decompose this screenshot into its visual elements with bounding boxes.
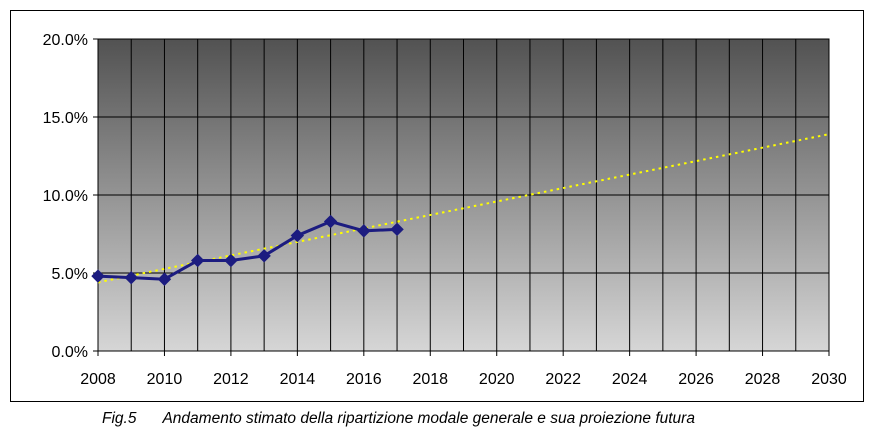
data-point-marker — [124, 270, 138, 285]
caption-text: Andamento stimato della ripartizione mod… — [162, 410, 695, 427]
y-axis-ticks: 0.0% 5.0% 10.0% 15.0% 20.0% — [43, 32, 88, 361]
trend-line — [97, 133, 830, 284]
x-tick-label: 2028 — [745, 371, 781, 388]
x-tick-label: 2026 — [678, 371, 714, 388]
x-tick-label: 2014 — [280, 371, 316, 388]
x-axis-ticks: 2008 2010 2012 2014 2016 2018 2020 2022 2024 2026… — [80, 371, 847, 388]
y-tick-label: 10.0% — [43, 188, 88, 205]
data-point-marker — [224, 253, 238, 268]
x-tick-label: 2012 — [213, 371, 249, 388]
y-tick-label: 5.0% — [52, 266, 88, 283]
data-point-marker — [190, 253, 205, 268]
x-tick-label: 2010 — [147, 371, 183, 388]
chart-frame: 0.0% 5.0% 10.0% 15.0% 20.0% 2008 2010 2012 2014… — [10, 10, 864, 402]
plot-border — [97, 38, 830, 352]
data-point-marker — [290, 228, 305, 243]
x-tick-label: 2030 — [811, 371, 847, 388]
data-point-marker — [257, 249, 271, 263]
x-tick-label: 2022 — [545, 371, 581, 388]
data-series — [91, 133, 830, 286]
y-tick-label: 15.0% — [43, 110, 88, 127]
x-tick-label: 2016 — [346, 371, 382, 388]
x-tick-label: 2024 — [612, 371, 648, 388]
y-tick-label: 20.0% — [43, 32, 88, 49]
figure-label: Fig.5 — [102, 410, 137, 427]
data-point-marker — [323, 214, 338, 229]
x-tick-label: 2018 — [412, 371, 448, 388]
figure-caption: Fig.5 Andamento stimato della ripartizion… — [102, 410, 695, 428]
data-point-marker — [91, 269, 105, 283]
y-tick-label: 0.0% — [52, 344, 88, 361]
line-chart: 0.0% 5.0% 10.0% 15.0% 20.0% 2008 2010 2012 2014… — [43, 32, 847, 388]
data-point-marker — [390, 222, 404, 237]
data-point-marker — [157, 272, 172, 286]
x-tick-label: 2008 — [80, 371, 116, 388]
data-point-marker — [357, 224, 371, 238]
x-tick-label: 2020 — [479, 371, 515, 388]
series-line — [97, 220, 398, 281]
